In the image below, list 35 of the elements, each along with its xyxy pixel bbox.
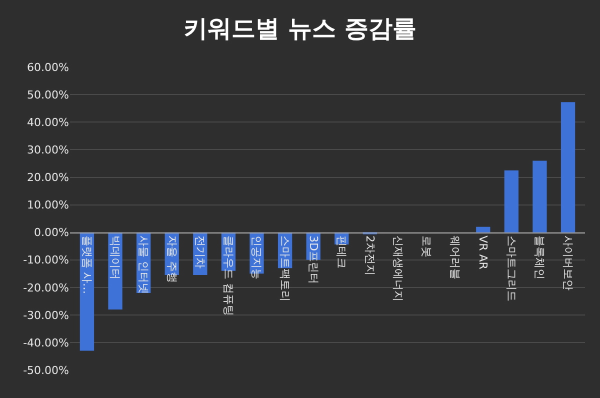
y-tick-label: -30.00% [23,308,69,322]
x-tick-label: 사물 인터넷 [136,236,150,294]
x-tick-label: 3D프린터 [306,236,320,284]
x-tick-label: 자율 주행 [165,236,178,284]
x-tick-label: 핀테크 [335,236,348,269]
y-tick-label: 40.00% [27,116,69,130]
bar [532,160,547,232]
y-tick-label: -10.00% [23,254,69,267]
chart-title: 키워드별 뉴스 증감률 [184,14,416,43]
x-tick-label: 전기차 [194,236,207,269]
x-tick-label: 사이버보안 [561,236,574,291]
y-tick-label: 50.00% [27,88,69,102]
x-tick-label: VR AR [476,236,490,270]
x-tick-label: 블록체인 [533,236,546,280]
x-tick-label: 로봇 [420,236,433,258]
y-tick-label: 20.00% [27,171,69,184]
bar [476,226,490,232]
y-tick-label: 0.00% [34,226,69,240]
x-tick-label: 스마트팩토리 [278,236,292,302]
x-tick-label: 웨어러블 [448,236,462,280]
x-tick-label: 플랫폼 사… [80,236,94,294]
y-tick-label: -20.00% [23,281,69,294]
y-tick-label: 10.00% [27,198,69,212]
x-tick-label: 빅데이터 [108,236,122,280]
bar [504,170,518,232]
x-tick-label: 인공지능 [250,236,264,280]
y-tick-label: 30.00% [27,144,69,157]
x-tick-label: 2차전지 [363,236,376,276]
y-tick-label: -40.00% [23,336,69,350]
x-tick-label: 신재생에너지 [392,236,405,302]
x-tick-label: 스마트그리드 [504,236,518,302]
bar [560,102,576,232]
y-tick-label: 60.00% [27,60,69,74]
y-tick-label: -50.00% [23,364,69,377]
x-tick-label: 클라우드 컴퓨팅 [222,236,235,316]
